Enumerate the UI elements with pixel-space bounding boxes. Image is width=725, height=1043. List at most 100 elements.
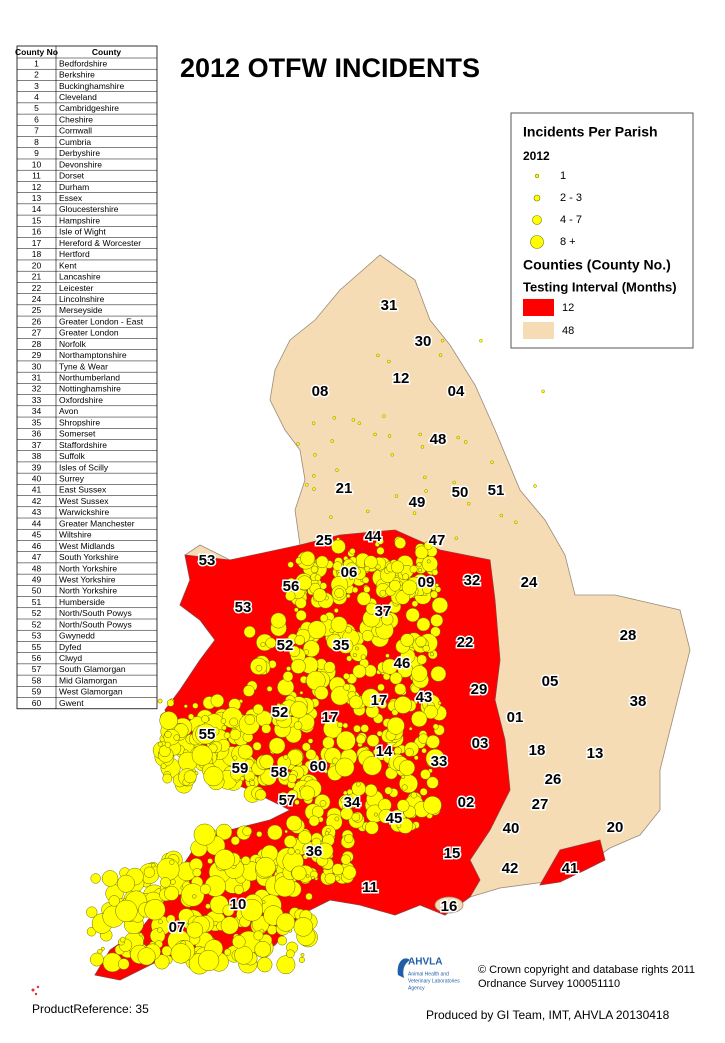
table-cell: 8	[34, 137, 39, 147]
county-label: 48	[430, 431, 447, 448]
incident-dot	[157, 741, 163, 747]
county-label: 18	[529, 742, 546, 759]
table-cell: 33	[32, 395, 42, 405]
county-label: 60	[310, 758, 327, 775]
table-cell: Oxfordshire	[59, 395, 103, 405]
table-cell: Norfolk	[59, 339, 87, 349]
incident-dot	[276, 955, 296, 975]
table-cell: Shropshire	[59, 417, 100, 427]
legend-label: 8 +	[560, 236, 576, 248]
table-cell: Kent	[59, 260, 77, 270]
table-cell: Isles of Scilly	[59, 462, 109, 472]
table-cell: 49	[32, 574, 42, 584]
incident-dot	[330, 616, 348, 634]
table-cell: 37	[32, 440, 42, 450]
incident-dot	[191, 744, 213, 766]
county-label: 01	[507, 709, 524, 726]
county-label: 17	[371, 692, 388, 709]
incident-dot	[344, 833, 354, 844]
incident-dot	[420, 769, 431, 780]
title: 2012 OTFW INCIDENTS	[180, 53, 480, 83]
incident-dot	[456, 435, 460, 440]
county-label: 31	[381, 297, 398, 314]
incident-dot	[229, 728, 242, 741]
incident-dot	[342, 865, 357, 880]
incident-dot	[159, 711, 178, 730]
incident-dot	[117, 874, 135, 893]
incident-dot	[533, 484, 537, 488]
incident-dot	[164, 741, 171, 748]
county-label: 51	[488, 482, 505, 499]
incident-dot	[101, 870, 119, 887]
incident-dot	[390, 453, 394, 457]
table-cell: North Yorkshire	[59, 586, 117, 596]
table-cell: 57	[32, 664, 42, 674]
table-cell: 48	[32, 563, 42, 573]
incident-dot	[365, 509, 370, 514]
table-cell: 9	[34, 148, 39, 158]
table-cell: 47	[32, 552, 42, 562]
incident-dot	[239, 776, 245, 782]
map: 31 30 08 12 04 48 21 49 50 51 25 44 47 53 06 09 32 56 24 53…	[86, 254, 691, 981]
table-cell: Buckinghamshire	[59, 81, 124, 91]
incident-dot	[422, 584, 432, 595]
incident-dot	[294, 799, 300, 805]
incident-dot	[241, 855, 251, 866]
incident-dot	[210, 693, 225, 708]
incident-dot	[115, 899, 138, 923]
incident-dot	[381, 658, 398, 675]
incident-dot	[353, 724, 361, 733]
incident-dot	[138, 932, 143, 937]
county-label: 46	[394, 655, 411, 672]
table-cell: Lancashire	[59, 272, 101, 282]
table-cell: 52	[32, 619, 42, 629]
county-label: 04	[448, 383, 465, 400]
incident-dot	[352, 664, 367, 679]
table-cell: 50	[32, 586, 42, 596]
incident-dot	[193, 823, 216, 846]
legend-symbol	[530, 235, 544, 249]
table-cell: Staffordshire	[59, 440, 107, 450]
county-label: 57	[279, 792, 296, 809]
table-cell: 5	[34, 103, 39, 113]
incident-dot	[387, 359, 391, 364]
incident-dot	[220, 718, 227, 724]
incident-dot	[295, 597, 307, 609]
county-label: 58	[271, 764, 288, 781]
table-cell: 4	[34, 92, 39, 102]
incident-dot	[394, 537, 407, 549]
county-label: 15	[444, 845, 461, 862]
incident-dot	[274, 769, 280, 774]
incident-dot	[277, 791, 289, 803]
table-cell: 45	[32, 530, 42, 540]
incident-dot	[333, 608, 339, 613]
incident-dot	[267, 824, 283, 841]
table-cell: North/South Powys	[59, 619, 132, 629]
incident-dot	[277, 678, 295, 696]
incident-dot	[173, 734, 180, 741]
incident-dot	[234, 945, 254, 965]
table-cell: 58	[32, 675, 42, 685]
incident-dot	[426, 776, 439, 789]
incident-dot	[164, 730, 172, 739]
incident-dot	[156, 857, 180, 881]
incident-dot	[230, 836, 240, 846]
county-label: 41	[562, 860, 579, 877]
county-label: 27	[532, 796, 549, 813]
county-label: 52	[272, 704, 289, 721]
county-label: 36	[306, 843, 323, 860]
table-cell: Northamptonshire	[59, 350, 127, 360]
incident-dot	[429, 652, 435, 657]
incident-dot	[276, 912, 296, 932]
incident-dot	[277, 935, 287, 946]
legend-title: Incidents Per Parish	[523, 124, 658, 140]
incident-dot	[332, 416, 336, 420]
incident-dot	[305, 874, 310, 878]
county-label: 05	[542, 673, 559, 690]
incident-dot	[418, 432, 422, 437]
incident-dot	[411, 710, 428, 728]
incident-dot	[261, 723, 272, 734]
county-label: 06	[341, 564, 358, 581]
incident-dot	[340, 807, 354, 821]
county-labels: 31 30 08 12 04 48 21 49 50 51 25 44 47 53 06 09 32 56 24 53…	[167, 295, 648, 937]
